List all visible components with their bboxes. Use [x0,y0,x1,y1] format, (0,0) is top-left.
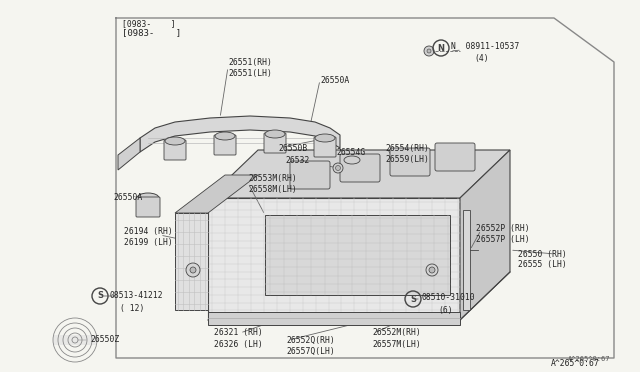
Text: 26194 (RH): 26194 (RH) [124,227,173,235]
Text: 26558M(LH): 26558M(LH) [248,185,297,193]
Text: 26557M(LH): 26557M(LH) [372,340,420,349]
Ellipse shape [165,137,185,145]
Text: [0983-    ]: [0983- ] [122,28,181,37]
FancyBboxPatch shape [390,148,430,176]
Text: 26321 (RH): 26321 (RH) [214,328,263,337]
Text: ( 12): ( 12) [120,304,145,312]
Text: A^265^0:67: A^265^0:67 [568,356,610,362]
Text: 08510-31010: 08510-31010 [422,294,476,302]
Text: 26552Q(RH): 26552Q(RH) [286,336,335,344]
Text: S: S [97,292,103,301]
Text: 26553M(RH): 26553M(RH) [248,173,297,183]
Text: 26532: 26532 [285,155,309,164]
Circle shape [427,49,431,53]
Text: S: S [410,295,416,304]
Text: 26552P (RH): 26552P (RH) [476,224,530,232]
Ellipse shape [344,156,360,164]
FancyBboxPatch shape [340,154,380,182]
Text: 26555 (LH): 26555 (LH) [518,260,567,269]
Ellipse shape [265,130,285,138]
Text: (6): (6) [438,305,452,314]
Text: 26554(RH): 26554(RH) [385,144,429,153]
Text: 26551(RH): 26551(RH) [228,58,272,67]
Polygon shape [208,150,510,198]
FancyBboxPatch shape [314,137,336,157]
Text: 26559(LH): 26559(LH) [385,154,429,164]
Ellipse shape [215,132,235,140]
Text: A^265^0:67: A^265^0:67 [551,359,600,369]
Polygon shape [140,116,340,152]
FancyBboxPatch shape [164,140,186,160]
Polygon shape [208,198,460,320]
Polygon shape [53,335,97,345]
FancyBboxPatch shape [290,161,330,189]
Text: 08513-41212: 08513-41212 [109,292,163,301]
Text: 26550B: 26550B [278,144,307,153]
Text: 26550A: 26550A [113,192,142,202]
Text: N  08911-10537: N 08911-10537 [451,42,519,51]
Polygon shape [460,150,510,320]
FancyBboxPatch shape [214,135,236,155]
Text: 26199 (LH): 26199 (LH) [124,237,173,247]
Circle shape [333,163,343,173]
Polygon shape [208,312,460,325]
Polygon shape [118,138,140,170]
Circle shape [335,166,340,170]
Text: 26554G: 26554G [336,148,365,157]
Text: 26326 (LH): 26326 (LH) [214,340,263,349]
Circle shape [186,263,200,277]
Circle shape [190,267,196,273]
Circle shape [429,267,435,273]
Text: 26550 (RH): 26550 (RH) [518,250,567,259]
Circle shape [424,46,434,56]
Text: 26550Z: 26550Z [90,336,119,344]
Text: 26550A: 26550A [320,76,349,84]
FancyBboxPatch shape [264,133,286,153]
Ellipse shape [315,134,335,142]
Circle shape [426,264,438,276]
Text: [0983-    ]: [0983- ] [122,19,175,29]
Text: 26557Q(LH): 26557Q(LH) [286,346,335,356]
Ellipse shape [137,193,159,203]
Polygon shape [463,210,470,310]
Text: N: N [438,44,445,52]
Polygon shape [265,215,450,295]
Text: (4): (4) [474,54,488,62]
Polygon shape [175,213,208,310]
Text: 26551(LH): 26551(LH) [228,68,272,77]
Text: 26557P (LH): 26557P (LH) [476,234,530,244]
Polygon shape [175,175,258,213]
FancyBboxPatch shape [435,143,475,171]
Text: 26552M(RH): 26552M(RH) [372,328,420,337]
FancyBboxPatch shape [136,197,160,217]
